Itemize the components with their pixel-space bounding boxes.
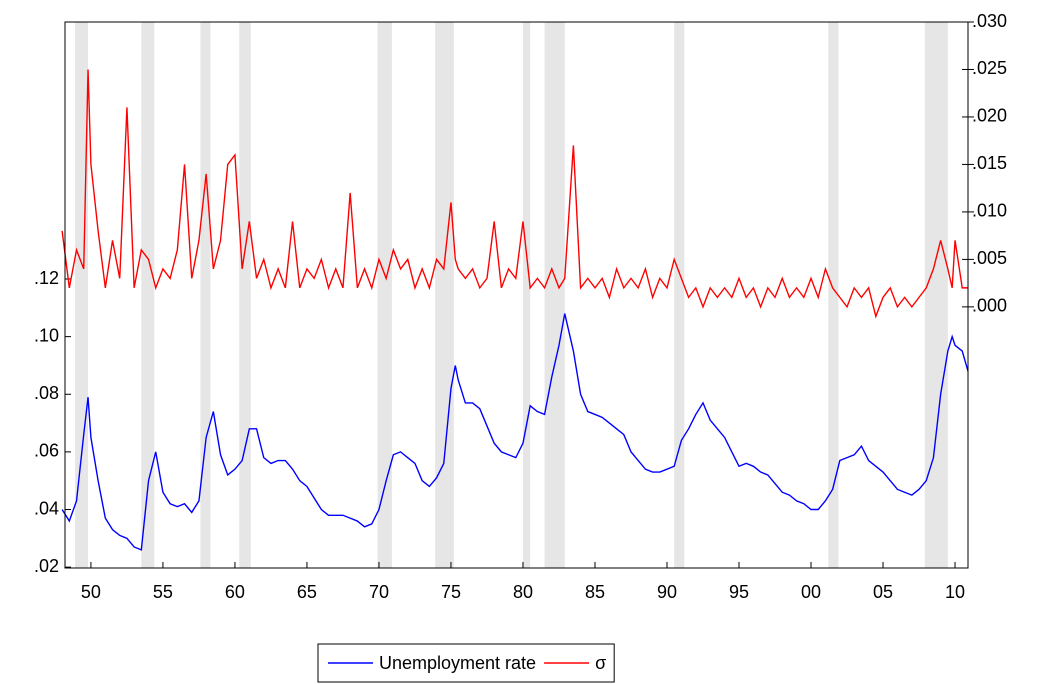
x-tick-label: 80: [513, 582, 533, 602]
y-tick-label: .06: [34, 441, 59, 461]
legend-label: σ: [595, 653, 606, 673]
recession-band: [522, 22, 531, 568]
x-tick-label: 10: [945, 582, 965, 602]
y-tick-label: .04: [34, 498, 59, 518]
recession-band: [200, 22, 211, 568]
series-line: [61, 313, 969, 551]
plot-frame: [64, 21, 969, 569]
y2-tick-label: .020: [972, 106, 1007, 126]
y-tick-label: .12: [34, 268, 59, 288]
legend: Unemployment rate σ: [317, 643, 615, 683]
recession-band: [75, 22, 89, 568]
y-tick-label: .08: [34, 383, 59, 403]
y2-tick-label: .005: [972, 248, 1007, 268]
x-tick-label: 75: [441, 582, 461, 602]
x-tick-label: 70: [369, 582, 389, 602]
y2-tick-label: .030: [972, 11, 1007, 31]
x-tick-label: 95: [729, 582, 749, 602]
legend-label: Unemployment rate: [379, 653, 536, 673]
y2-tick-label: .010: [972, 201, 1007, 221]
recession-band: [544, 22, 565, 568]
x-tick-label: 60: [225, 582, 245, 602]
recession-band: [141, 22, 155, 568]
x-tick-label: 65: [297, 582, 317, 602]
x-tick-label: 05: [873, 582, 893, 602]
y-tick-label: .10: [34, 325, 59, 345]
recession-band: [674, 22, 685, 568]
x-tick-label: 55: [153, 582, 173, 602]
x-tick-label: 85: [585, 582, 605, 602]
y2-tick-label: .025: [972, 58, 1007, 78]
x-tick-label: 50: [81, 582, 101, 602]
series-line: [61, 69, 968, 319]
legend-box: [317, 643, 615, 683]
recession-band: [828, 22, 839, 568]
recession-band: [239, 22, 251, 568]
y-tick-label: .02: [34, 556, 59, 576]
x-tick-label: 90: [657, 582, 677, 602]
recession-band: [435, 22, 454, 568]
y2-tick-label: .000: [972, 296, 1007, 316]
recession-band: [377, 22, 392, 568]
y2-tick-label: .015: [972, 153, 1007, 173]
recession-band: [924, 22, 948, 568]
x-tick-label: 00: [801, 582, 821, 602]
